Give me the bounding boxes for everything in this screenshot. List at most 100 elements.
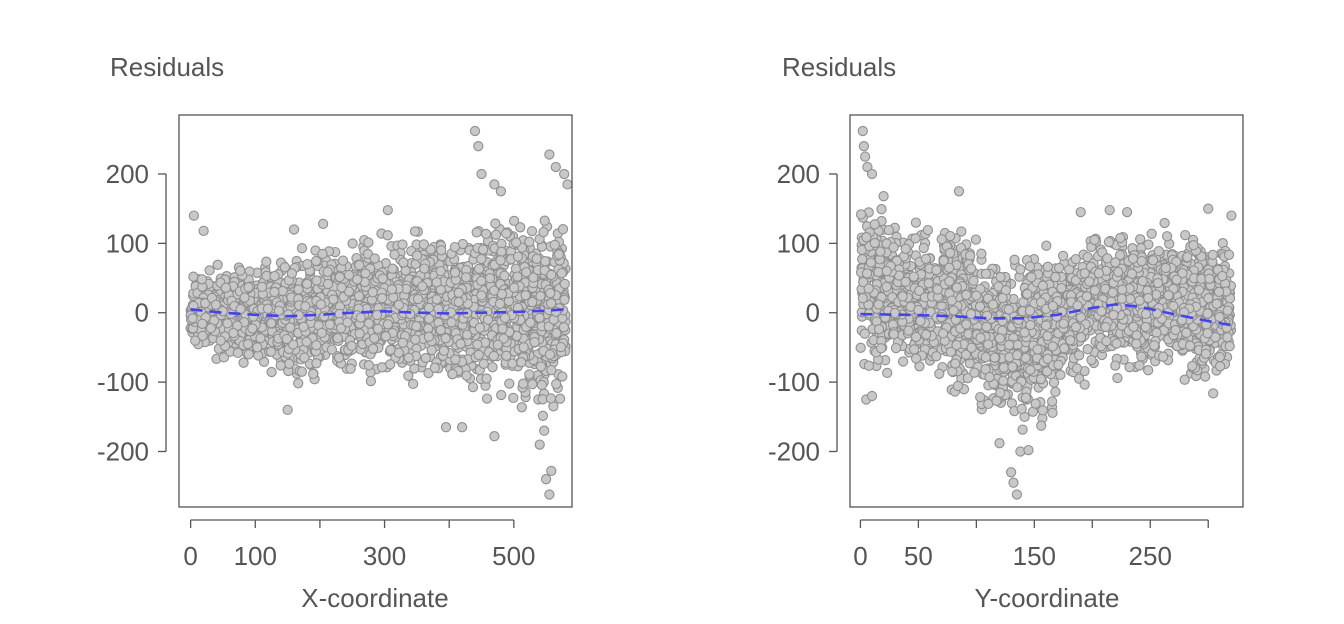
residual-point — [1135, 234, 1146, 245]
residual-point — [308, 368, 319, 380]
residual-point — [540, 256, 551, 267]
residual-point — [431, 294, 442, 305]
residual-point — [876, 204, 887, 215]
residual-point — [544, 149, 555, 160]
residual-point — [397, 239, 408, 250]
x-tick-label: 0 — [183, 541, 197, 571]
residual-point — [382, 204, 393, 216]
residual-point — [495, 255, 506, 266]
residual-point — [423, 313, 435, 324]
residual-point — [460, 272, 472, 283]
residual-point — [438, 345, 450, 356]
residual-point — [527, 379, 538, 390]
residual-point — [347, 238, 358, 249]
residual-point — [855, 342, 866, 353]
residual-point — [435, 324, 446, 336]
residual-point — [950, 358, 961, 369]
residual-point — [205, 323, 217, 334]
residual-point — [449, 241, 461, 253]
residual-point — [873, 299, 884, 310]
residual-point — [497, 323, 508, 334]
residual-point — [555, 341, 567, 353]
residual-point — [559, 168, 570, 180]
residual-point — [1110, 360, 1121, 371]
residual-point — [355, 312, 366, 323]
residual-point — [412, 293, 424, 305]
residual-point — [369, 253, 380, 264]
residual-point — [1041, 240, 1052, 251]
residual-point — [476, 168, 487, 180]
residual-point — [890, 342, 902, 354]
residual-point — [311, 358, 322, 369]
residual-point — [311, 275, 322, 286]
residual-point — [265, 346, 277, 357]
residual-point — [397, 337, 408, 348]
residual-point — [222, 318, 233, 329]
residual-point — [1117, 284, 1128, 295]
residual-point — [302, 258, 313, 270]
residual-point — [296, 366, 308, 377]
residual-point — [293, 284, 304, 295]
residual-point — [508, 282, 520, 293]
residual-point — [333, 352, 345, 363]
residual-point — [283, 358, 295, 369]
residual-point — [461, 329, 473, 340]
residual-point — [476, 253, 487, 265]
residual-point — [559, 278, 570, 290]
residual-point — [426, 344, 437, 356]
residual-point — [285, 322, 296, 333]
residual-point — [418, 239, 430, 250]
residual-point — [363, 360, 375, 371]
residual-point — [455, 338, 466, 349]
residual-point — [1089, 234, 1100, 246]
residual-point — [450, 354, 461, 365]
residual-point — [471, 227, 482, 238]
residual-point — [1147, 255, 1159, 266]
residual-point — [300, 301, 311, 312]
residual-point — [529, 336, 540, 348]
residual-point — [557, 224, 569, 235]
residual-point — [1025, 364, 1036, 376]
residual-point — [557, 371, 568, 382]
residual-point — [477, 244, 489, 255]
residual-point — [1017, 424, 1028, 435]
residual-point — [247, 323, 258, 334]
residual-point — [556, 268, 567, 279]
residual-point — [518, 342, 529, 353]
left-x-axis-label: X-coordinate — [301, 583, 448, 613]
residual-point — [296, 243, 308, 254]
residual-point — [354, 328, 365, 339]
residual-point — [1048, 377, 1060, 388]
residual-point — [970, 234, 982, 245]
residual-point — [1131, 338, 1142, 349]
residual-point — [945, 230, 956, 242]
residual-point — [315, 299, 327, 310]
residual-point — [220, 282, 232, 293]
residual-point — [377, 273, 388, 284]
residual-point — [385, 359, 396, 370]
residual-point — [489, 431, 500, 442]
residual-point — [968, 275, 979, 286]
residual-point — [481, 373, 492, 384]
x-tick-label: 500 — [492, 541, 535, 571]
residual-point — [242, 338, 254, 350]
residual-point — [510, 237, 522, 248]
residual-point — [987, 299, 999, 310]
residual-point — [1208, 388, 1219, 399]
residual-point — [453, 287, 464, 298]
residual-point — [501, 350, 512, 361]
x-tick-label: 300 — [363, 541, 406, 571]
residual-point — [449, 267, 461, 278]
right-scatter-points — [855, 125, 1237, 500]
residual-point — [1024, 261, 1036, 272]
residual-point — [545, 393, 557, 404]
residual-point — [386, 284, 398, 295]
residual-point — [1179, 374, 1190, 385]
residual-point — [535, 290, 546, 302]
residual-point — [496, 389, 507, 401]
residual-point — [190, 335, 201, 346]
residual-point — [869, 219, 880, 230]
residual-point — [1103, 236, 1115, 248]
residual-point — [534, 439, 545, 450]
